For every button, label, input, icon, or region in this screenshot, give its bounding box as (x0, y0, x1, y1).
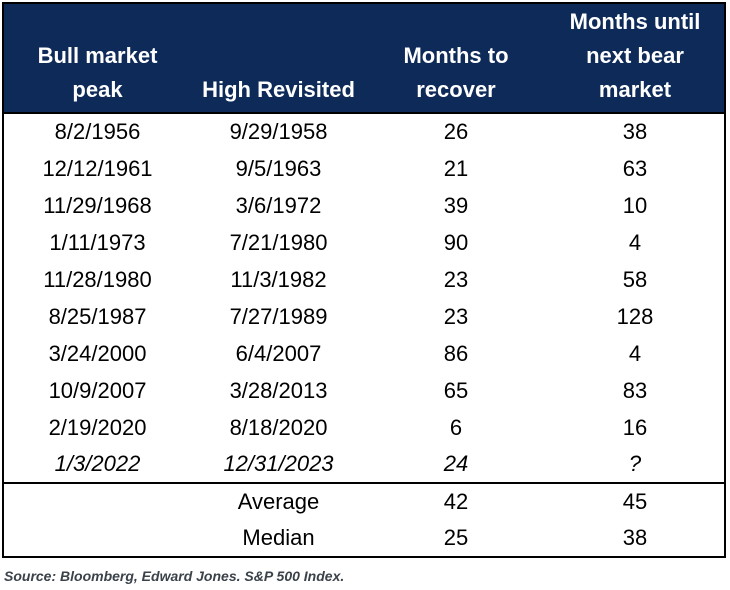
cell-peak: 12/12/1961 (42, 155, 153, 181)
header-row: Bull market peak High Revisited Months t… (3, 3, 725, 114)
cell-high-revisited: 7/27/1989 (229, 303, 328, 329)
bull-market-table: Bull market peak High Revisited Months t… (2, 2, 726, 558)
table-row-current-incomplete: 1/3/2022 12/31/2023 24 ? (3, 446, 725, 483)
cell-high-revisited: 9/5/1963 (235, 155, 322, 181)
cell-empty (3, 520, 191, 557)
table-row: 2/19/2020 8/18/2020 6 16 (3, 409, 725, 446)
source-note: Source: Bloomberg, Edward Jones. S&P 500… (4, 568, 345, 584)
cell-peak: 11/29/1968 (43, 192, 152, 218)
cell-peak: 8/25/1987 (48, 303, 147, 329)
median-row: Median 25 38 (3, 520, 725, 557)
average-label: Average (237, 489, 320, 514)
cell-peak: 11/28/1980 (43, 266, 152, 292)
cell-peak: 1/11/1973 (49, 229, 146, 255)
table-body: 8/2/1956 9/29/1958 26 38 12/12/1961 9/5/… (3, 113, 725, 483)
table-row: 11/29/1968 3/6/1972 39 10 (3, 187, 725, 224)
cell-high-revisited: 3/28/2013 (229, 377, 328, 403)
table-row: 10/9/2007 3/28/2013 65 83 (3, 372, 725, 409)
cell-peak: 8/2/1956 (54, 119, 141, 144)
cell-months-until-bear: 83 (622, 377, 648, 403)
cell-months-until-bear: 63 (622, 155, 648, 181)
cell-peak: 2/19/2020 (48, 414, 147, 440)
cell-high-revisited: 6/4/2007 (235, 340, 322, 366)
table-row: 3/24/2000 6/4/2007 86 4 (3, 335, 725, 372)
average-months-until-bear: 45 (622, 489, 648, 514)
table-header: Bull market peak High Revisited Months t… (3, 3, 725, 114)
cell-months-until-bear: 10 (622, 192, 648, 218)
cell-peak: 3/24/2000 (48, 340, 147, 366)
cell-months-to-recover: 6 (449, 414, 463, 440)
cell-months-until-bear: 128 (616, 303, 654, 329)
cell-months-to-recover: 39 (443, 192, 469, 218)
cell-high-revisited: 11/3/1982 (230, 266, 327, 292)
cell-months-to-recover: 26 (443, 119, 469, 144)
table-row: 11/28/1980 11/3/1982 23 58 (3, 261, 725, 298)
summary-section: Average 42 45 Median 25 38 (3, 483, 725, 557)
cell-high-revisited: 12/31/2023 (223, 451, 334, 476)
cell-empty (3, 483, 191, 520)
col-header-months-until-next-bear: Months until next bear market (546, 3, 725, 114)
cell-months-to-recover: 24 (443, 451, 469, 476)
cell-months-until-bear: 4 (628, 229, 642, 255)
cell-months-until-bear: 58 (622, 266, 648, 292)
cell-months-until-bear: ? (628, 451, 642, 476)
cell-high-revisited: 3/6/1972 (235, 192, 322, 218)
cell-high-revisited: 7/21/1980 (229, 229, 328, 255)
table-row: 8/2/1956 9/29/1958 26 38 (3, 113, 725, 150)
average-months-to-recover: 42 (443, 489, 469, 514)
median-months-to-recover: 25 (443, 525, 469, 550)
cell-months-to-recover: 23 (443, 303, 469, 329)
table-row: 8/25/1987 7/27/1989 23 128 (3, 298, 725, 335)
cell-months-to-recover: 21 (443, 155, 469, 181)
col-header-high-revisited: High Revisited (191, 3, 366, 114)
cell-high-revisited: 8/18/2020 (229, 414, 328, 440)
col-header-bull-market-peak: Bull market peak (3, 3, 191, 114)
col-header-months-to-recover: Months to recover (366, 3, 546, 114)
average-row: Average 42 45 (3, 483, 725, 520)
cell-months-until-bear: 4 (628, 340, 642, 366)
cell-months-until-bear: 16 (622, 414, 648, 440)
median-months-until-bear: 38 (622, 525, 648, 550)
cell-months-to-recover: 65 (443, 377, 469, 403)
cell-high-revisited: 9/29/1958 (229, 119, 328, 144)
cell-peak: 1/3/2022 (54, 451, 141, 476)
cell-peak: 10/9/2007 (48, 377, 147, 403)
table-row: 1/11/1973 7/21/1980 90 4 (3, 224, 725, 261)
cell-months-to-recover: 90 (443, 229, 469, 255)
median-label: Median (242, 525, 315, 550)
cell-months-until-bear: 38 (622, 119, 648, 144)
cell-months-to-recover: 86 (443, 340, 469, 366)
table-row: 12/12/1961 9/5/1963 21 63 (3, 150, 725, 187)
cell-months-to-recover: 23 (443, 266, 469, 292)
